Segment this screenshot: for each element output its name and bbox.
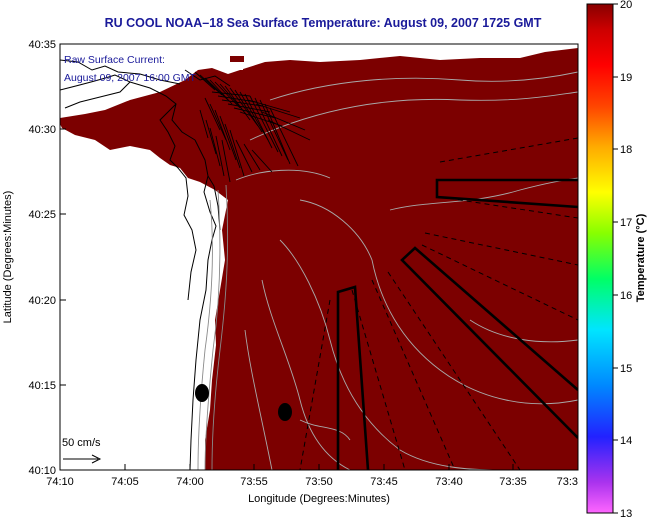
x-tick-label: 74:05 bbox=[111, 476, 139, 488]
map-plot-area: Raw Surface Current: August 09, 2007 16:… bbox=[60, 44, 578, 470]
colorbar-label: Temperature (°C) bbox=[635, 213, 647, 302]
y-tick-labels: 40:35 40:30 40:25 40:20 40:15 40:10 bbox=[28, 39, 56, 477]
station-marker bbox=[195, 384, 209, 402]
x-tick-label: 73:45 bbox=[370, 476, 398, 488]
y-tick-label: 40:10 bbox=[28, 465, 56, 477]
x-tick-label: 73:55 bbox=[240, 476, 268, 488]
colorbar-tick: 17 bbox=[620, 217, 632, 229]
x-tick-label: 73:35 bbox=[499, 476, 527, 488]
colorbar-tick: 19 bbox=[620, 72, 632, 84]
colorbar-tick: 18 bbox=[620, 144, 632, 156]
x-tick-label: 73:50 bbox=[305, 476, 333, 488]
colorbar-tick: 16 bbox=[620, 290, 632, 302]
x-tick-label: 73:40 bbox=[435, 476, 463, 488]
colorbar-tick: 20 bbox=[620, 0, 632, 11]
x-tick-label: 73:3 bbox=[557, 476, 578, 488]
radar-range-lines bbox=[299, 137, 578, 470]
overlay-current-time: August 09, 2007 16:00 GMT bbox=[64, 72, 197, 84]
map-title: RU COOL NOAA–18 Sea Surface Temperature:… bbox=[104, 16, 542, 30]
axis-ticks bbox=[59, 43, 579, 471]
sst-field bbox=[60, 48, 578, 470]
y-axis-label: Latitude (Degrees:Minutes) bbox=[2, 191, 14, 324]
x-axis-label: Longitude (Degrees:Minutes) bbox=[248, 493, 390, 505]
y-tick-label: 40:25 bbox=[28, 209, 56, 221]
y-tick-label: 40:20 bbox=[28, 295, 56, 307]
y-tick-label: 40:35 bbox=[28, 39, 56, 51]
colorbar-tick: 14 bbox=[620, 435, 632, 447]
colorbar-scale bbox=[587, 4, 613, 513]
x-tick-label: 74:00 bbox=[176, 476, 204, 488]
station-marker bbox=[278, 403, 292, 421]
overlay-current-label: Raw Surface Current: bbox=[64, 54, 165, 66]
colorbar-tick: 15 bbox=[620, 363, 632, 375]
bathymetry-lines bbox=[197, 184, 229, 470]
scale-label: 50 cm/s bbox=[62, 437, 101, 449]
colorbar: 20 19 18 17 16 15 14 13 Temperature (°C) bbox=[586, 0, 647, 518]
y-tick-label: 40:30 bbox=[28, 124, 56, 136]
x-tick-label: 74:10 bbox=[46, 476, 74, 488]
radar-wedges bbox=[336, 178, 578, 470]
colorbar-tick: 13 bbox=[620, 508, 632, 518]
y-tick-label: 40:15 bbox=[28, 380, 56, 392]
surface-current-vectors bbox=[194, 71, 311, 183]
x-tick-labels: 74:10 74:05 74:00 73:55 73:50 73:45 73:4… bbox=[46, 476, 578, 488]
